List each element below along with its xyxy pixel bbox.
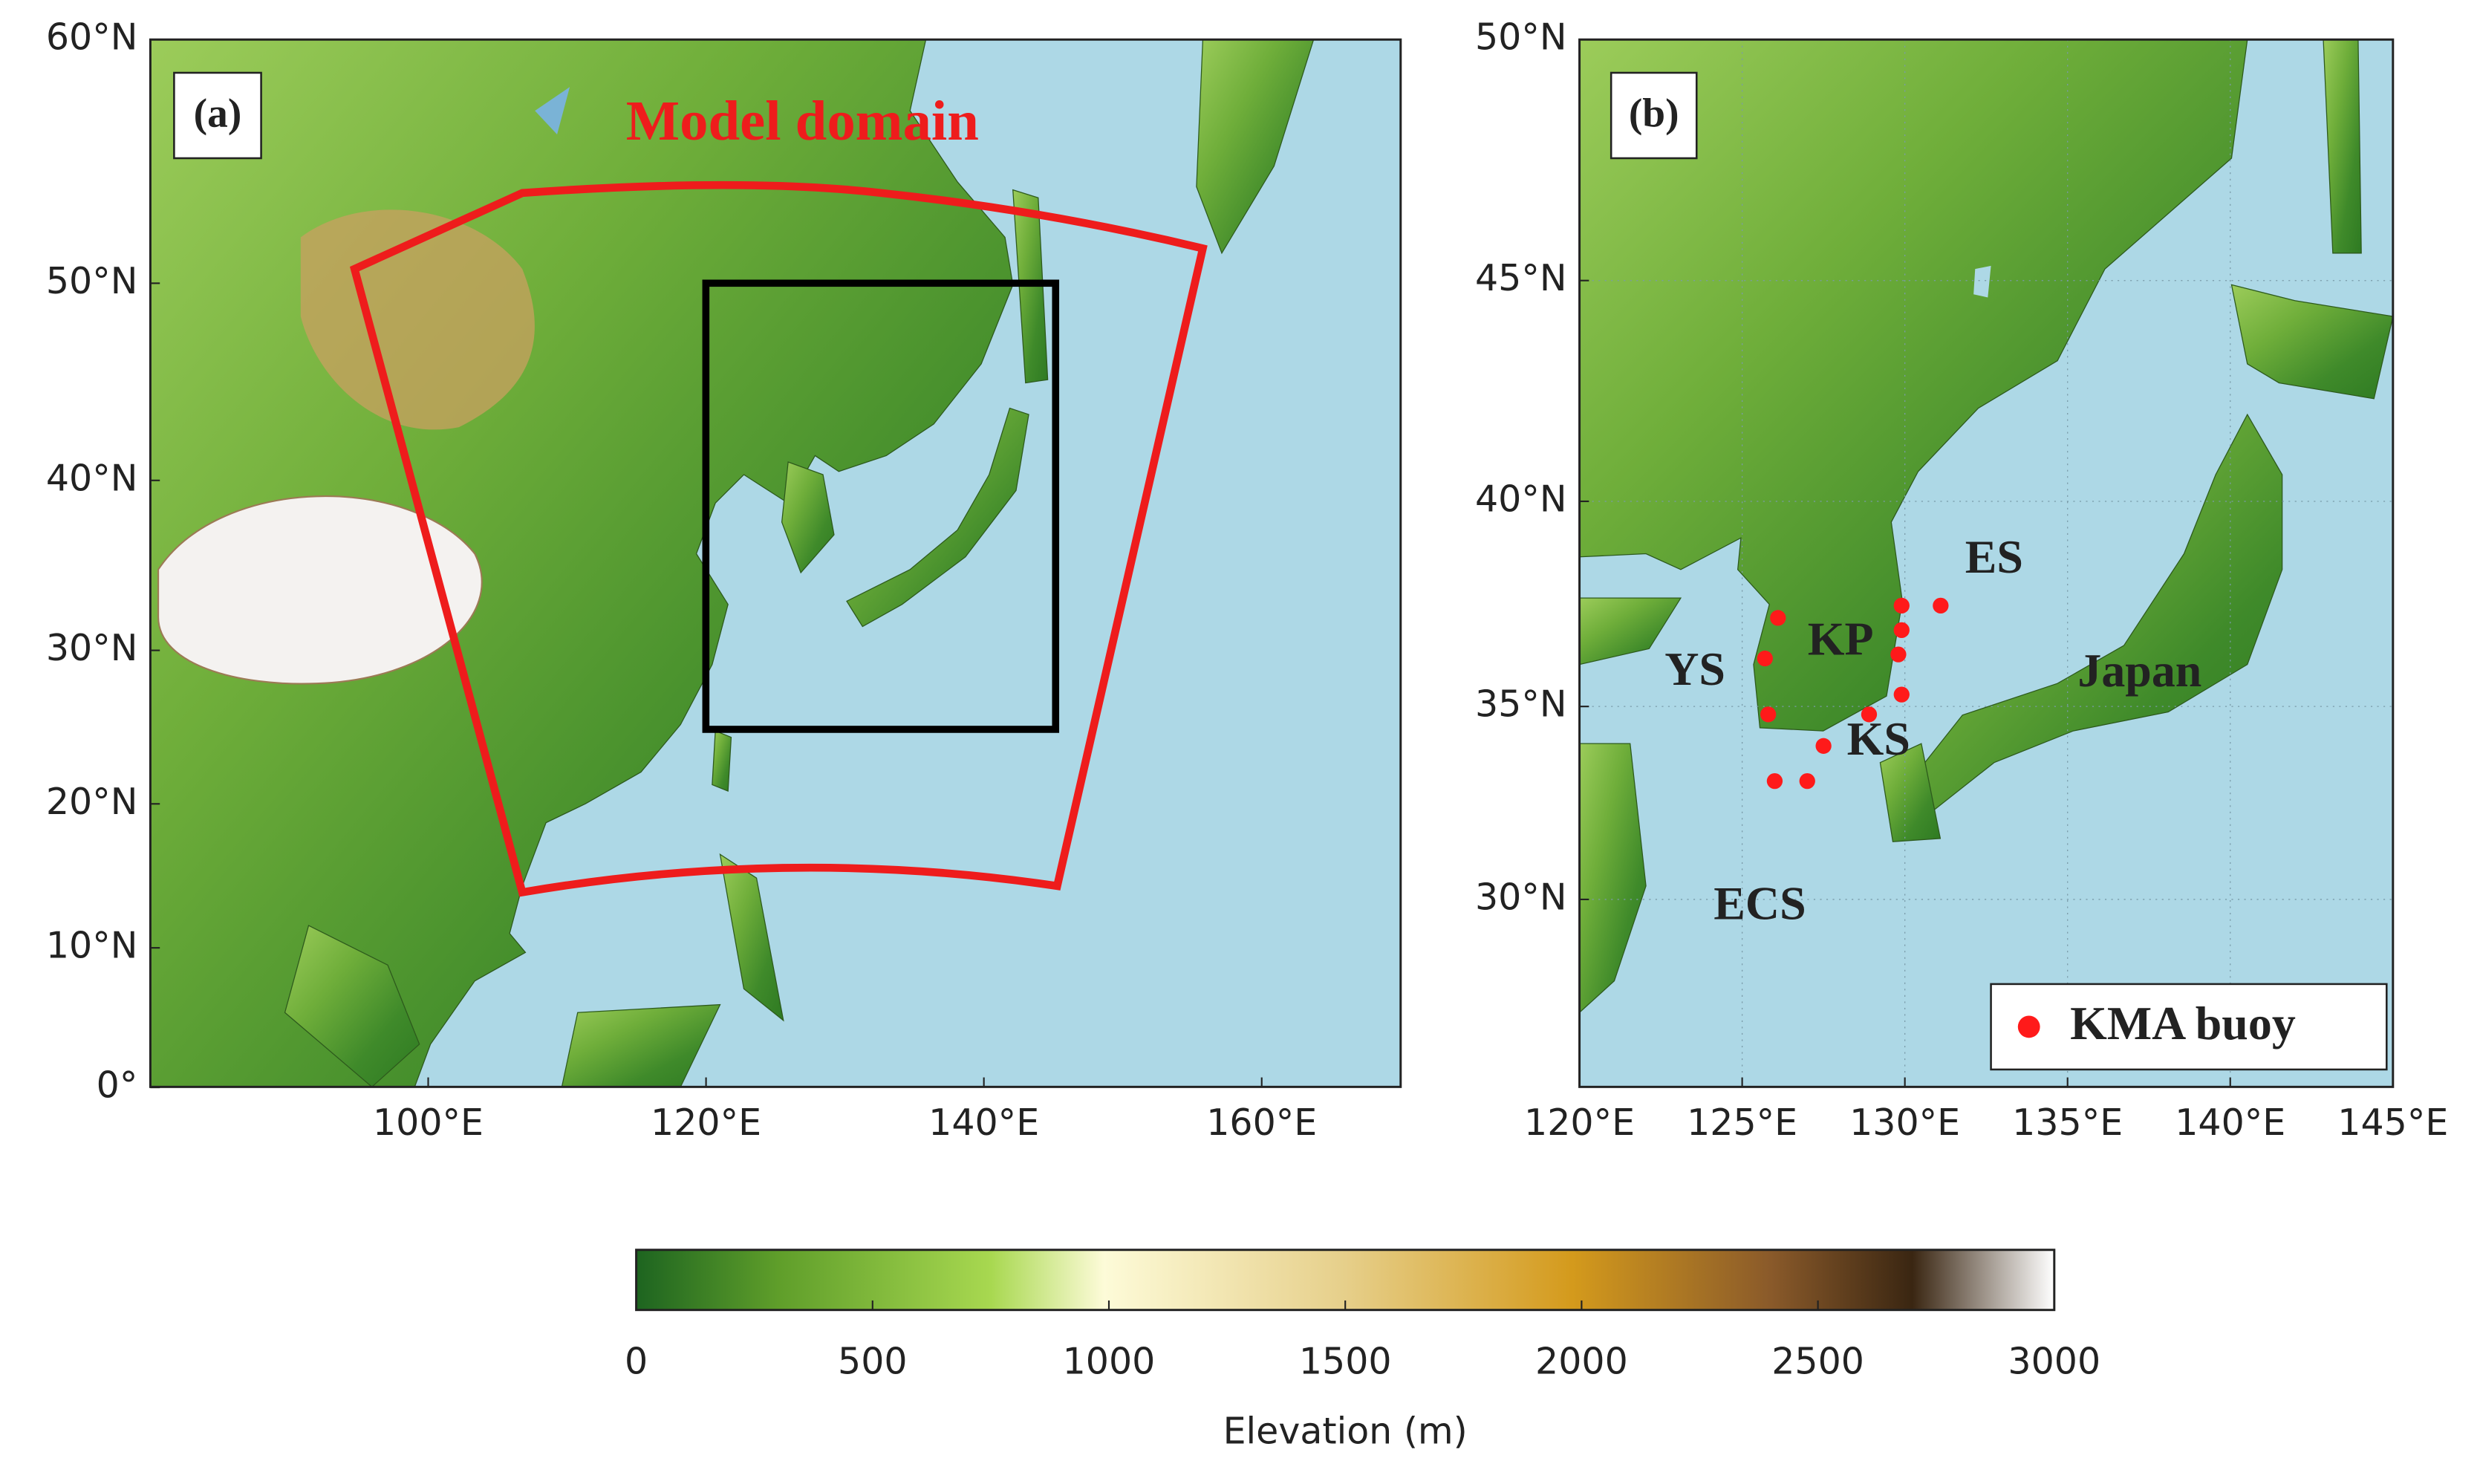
buoy <box>1760 706 1777 723</box>
colorbar: Elevation (m) 0 500 1000 1500 2000 2500 3000 <box>625 1249 2100 1452</box>
legend-box <box>1990 983 2388 1071</box>
y-tick-label: 45°N <box>1475 257 1567 299</box>
x-tick-label: 160°E <box>1206 1101 1317 1144</box>
x-tick-label: 120°E <box>651 1101 761 1144</box>
x-tick-label: 140°E <box>928 1101 1039 1144</box>
land <box>1579 39 2248 732</box>
axes: 100°E 120°E 140°E 160°E 0° 10°N 20°N 30°N 40°N 50… <box>46 16 2448 1144</box>
x-tick-label: 120°E <box>1524 1101 1635 1144</box>
map-a <box>150 39 1401 1087</box>
land <box>1879 743 1942 842</box>
y-tick-label: 30°N <box>1475 876 1567 918</box>
colorbar-tick-label: 1500 <box>1299 1341 1392 1383</box>
buoy <box>1893 686 1910 703</box>
y-tick-label: 60°N <box>46 16 138 59</box>
y-tick-label: 30°N <box>46 627 138 669</box>
buoys <box>1757 597 1949 790</box>
y-tick-label: 40°N <box>46 457 138 499</box>
panel-label: (a) <box>194 90 242 135</box>
grid <box>1579 39 2393 1087</box>
annotation: ES <box>1965 530 2023 583</box>
land <box>2230 284 2393 400</box>
land <box>561 1003 721 1087</box>
colorbar-label: Elevation (m) <box>1223 1410 1468 1452</box>
buoy <box>1770 610 1786 626</box>
land <box>781 461 835 574</box>
panel-label-box <box>1610 71 1698 160</box>
colorbar-tick-label: 2000 <box>1535 1341 1628 1383</box>
x-tick-label: 125°E <box>1687 1101 1797 1144</box>
annotation: ECS <box>1713 876 1806 929</box>
x-tick-label: 100°E <box>373 1101 484 1144</box>
buoy <box>1861 706 1878 723</box>
panel-label: (b) <box>1629 90 1679 135</box>
x-tick-label: 130°E <box>1849 1101 1960 1144</box>
lake <box>535 87 570 135</box>
land <box>1579 597 1682 665</box>
buoy <box>1933 597 1949 614</box>
land <box>846 407 1029 628</box>
panel-b: (b) ES YS KP KS Japan ECS KMA buoy <box>1578 38 2395 1088</box>
y-tick-label: 20°N <box>46 781 138 823</box>
frame <box>1578 38 2395 1088</box>
colorbar-tick-label: 500 <box>838 1341 908 1383</box>
land <box>1196 39 1315 255</box>
land <box>719 853 784 1022</box>
annotation: KP <box>1808 613 1874 665</box>
y-tick-label: 35°N <box>1475 683 1567 726</box>
inner-domain <box>702 279 1060 733</box>
annotation: YS <box>1664 642 1725 695</box>
y-tick-label: 50°N <box>46 260 138 302</box>
y-tick-label: 10°N <box>46 925 138 967</box>
buoy <box>1757 650 1773 667</box>
colorbar-tick-label: 3000 <box>2008 1341 2100 1383</box>
colorbar-tick-label: 1000 <box>1063 1341 1156 1383</box>
map-b <box>1579 39 2393 1087</box>
model-domain <box>349 180 1208 897</box>
annotation: KS <box>1847 712 1910 765</box>
y-tick-label: 0° <box>97 1064 138 1107</box>
buoy <box>1893 622 1910 639</box>
land <box>1901 413 2283 811</box>
plateau <box>157 495 483 685</box>
x-tick-label: 135°E <box>2012 1101 2123 1144</box>
land <box>284 925 420 1087</box>
buoy <box>1766 772 1783 790</box>
annotation: Japan <box>2077 644 2201 697</box>
land <box>2323 39 2362 254</box>
annotation: Model domain <box>626 89 979 152</box>
panel-label-box <box>173 71 262 160</box>
legend: KMA buoy <box>1990 983 2388 1071</box>
buoy <box>1890 646 1907 663</box>
y-tick-label: 50°N <box>1475 16 1567 59</box>
buoy <box>1799 772 1815 790</box>
legend-marker <box>2017 1015 2040 1038</box>
legend-label: KMA buoy <box>2070 997 2296 1049</box>
colorbar-scale <box>635 1249 2056 1312</box>
buoy <box>1893 597 1910 614</box>
x-tick-label: 140°E <box>2175 1101 2285 1144</box>
y-tick-label: 40°N <box>1475 478 1567 520</box>
buoy <box>1815 738 1832 754</box>
colorbar-tick-label: 2500 <box>1771 1341 1864 1383</box>
land <box>712 730 732 792</box>
lake <box>1973 265 1991 298</box>
land <box>1579 743 1647 1014</box>
colorbar-tick-label: 0 <box>625 1341 648 1383</box>
x-tick-label: 145°E <box>2337 1101 2448 1144</box>
frame <box>149 38 1402 1088</box>
panel-a: (a) Model domain <box>149 38 1402 1088</box>
